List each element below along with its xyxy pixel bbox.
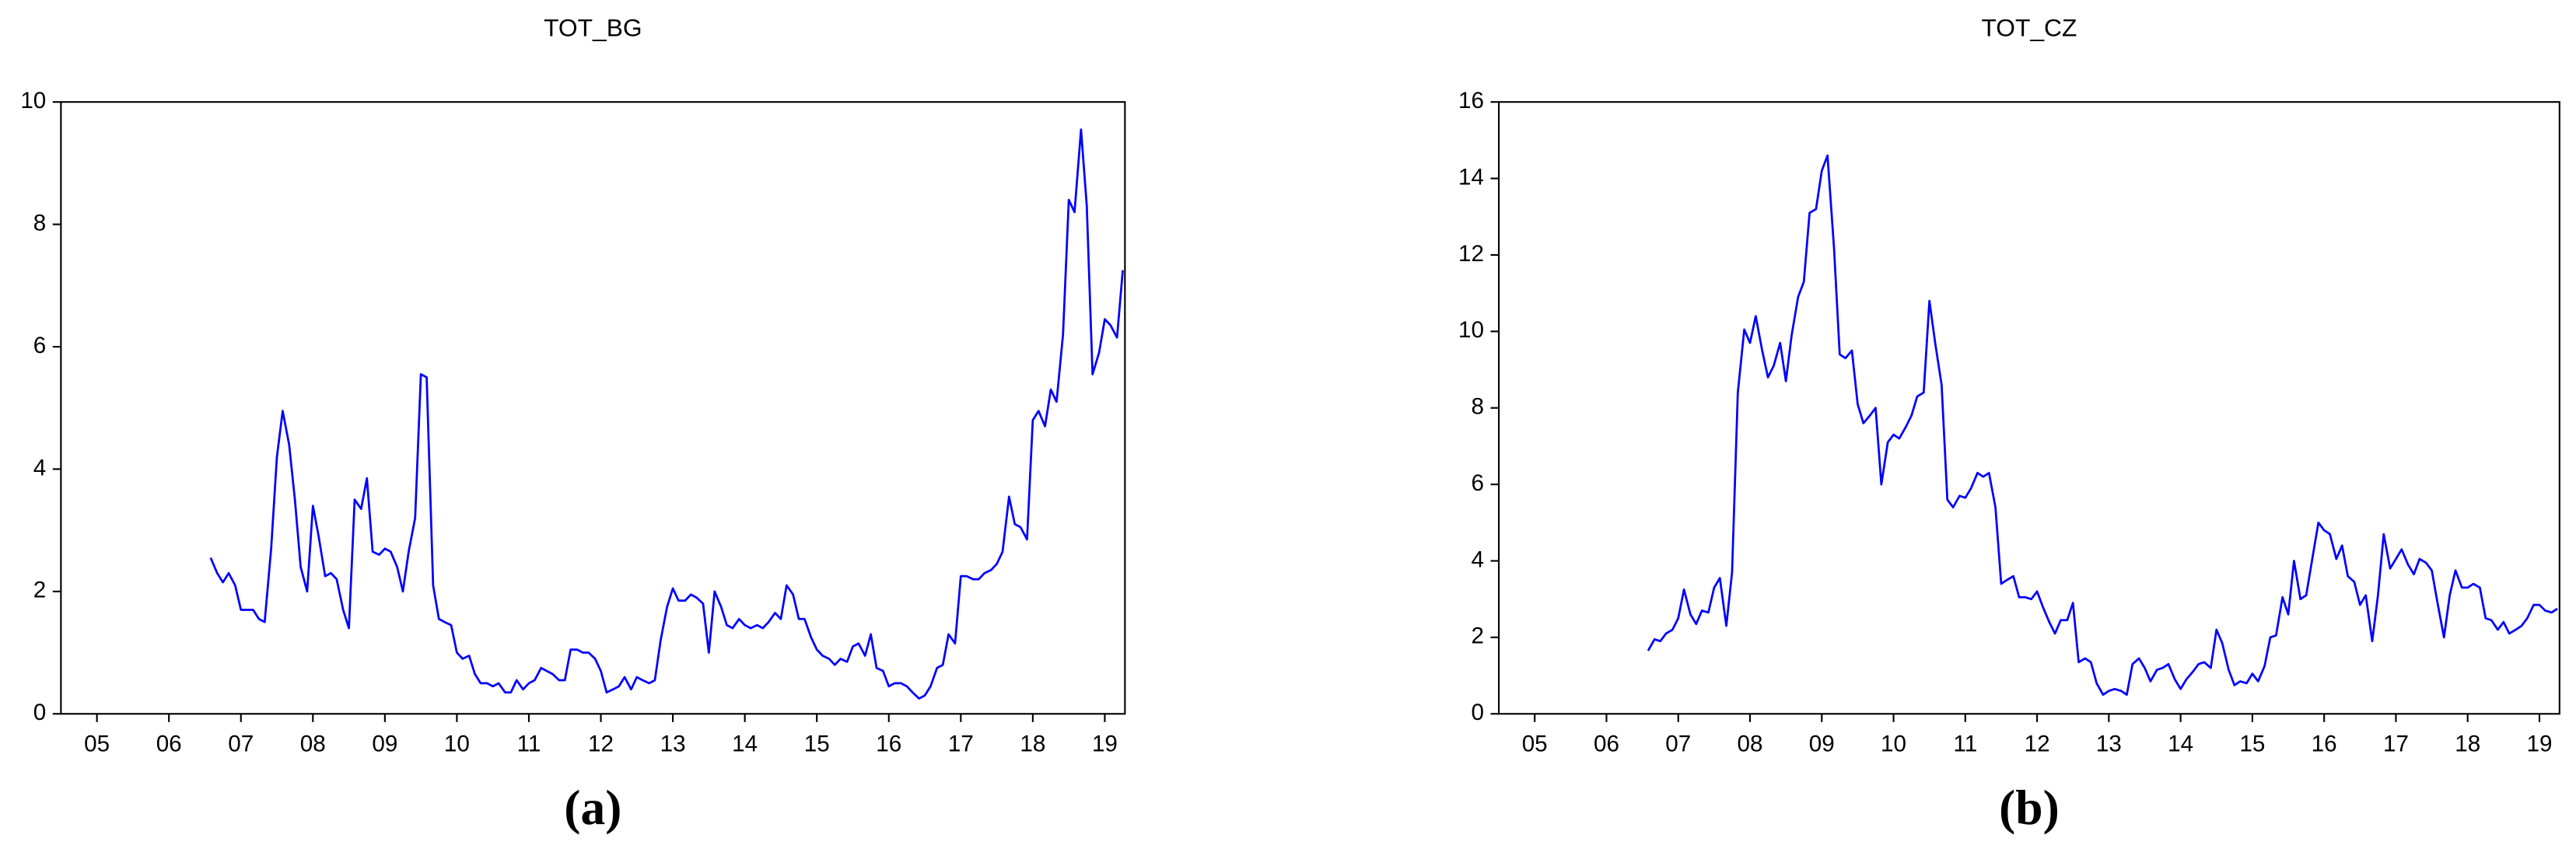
y-tick-label: 4	[1472, 546, 1484, 572]
y-tick-label: 6	[1472, 470, 1484, 496]
x-tick-label: 16	[876, 731, 901, 756]
x-tick-label: 19	[2527, 731, 2553, 756]
x-tick-label: 15	[804, 731, 830, 756]
x-tick-label: 13	[660, 731, 686, 756]
x-tick-label: 13	[2096, 731, 2122, 756]
x-tick-label: 07	[1665, 731, 1691, 756]
chart-title: TOT_BG	[544, 13, 642, 41]
data-line	[1647, 154, 2558, 697]
x-tick-label: 10	[444, 731, 470, 756]
x-tick-label: 16	[2312, 731, 2337, 756]
x-tick-label: 14	[2168, 731, 2193, 756]
caption: (a)	[564, 780, 621, 835]
x-tick-label: 12	[2025, 731, 2050, 756]
x-tick-label: 11	[1953, 731, 1977, 756]
x-tick-label: 17	[948, 731, 974, 756]
plot-frame	[60, 101, 1126, 715]
x-tick-label: 07	[228, 731, 254, 756]
y-tick-label: 14	[1458, 164, 1484, 190]
y-tick-label: 4	[33, 455, 46, 480]
x-tick-label: 12	[588, 731, 614, 756]
x-tick-label: 18	[1020, 731, 1045, 756]
caption: (b)	[1999, 780, 2060, 835]
chart-title: TOT_CZ	[1981, 13, 2077, 41]
x-tick-label: 08	[300, 731, 326, 756]
plot-frame	[1498, 101, 2560, 715]
y-tick-label: 2	[1472, 623, 1484, 649]
data-line	[209, 128, 1124, 700]
x-tick-label: 08	[1738, 731, 1763, 756]
y-tick-label: 12	[1458, 241, 1484, 267]
x-tick-label: 06	[156, 731, 182, 756]
x-tick-label: 11	[517, 731, 541, 756]
x-tick-label: 17	[2383, 731, 2409, 756]
y-tick-label: 6	[33, 333, 46, 358]
y-tick-label: 8	[33, 210, 46, 236]
y-tick-label: 2	[33, 578, 46, 603]
x-tick-label: 09	[1809, 731, 1835, 756]
y-tick-label: 16	[1458, 88, 1484, 113]
x-tick-label: 15	[2239, 731, 2265, 756]
y-tick-label: 8	[1472, 394, 1484, 420]
y-tick-label: 0	[33, 700, 46, 725]
x-tick-label: 05	[84, 731, 110, 756]
x-tick-label: 19	[1092, 731, 1118, 756]
x-tick-label: 09	[372, 731, 397, 756]
x-tick-label: 05	[1522, 731, 1548, 756]
x-tick-label: 18	[2455, 731, 2480, 756]
x-tick-label: 06	[1594, 731, 1619, 756]
y-tick-label: 10	[1458, 317, 1484, 343]
y-tick-label: 10	[20, 88, 46, 113]
x-tick-label: 10	[1881, 731, 1906, 756]
x-tick-label: 14	[732, 731, 758, 756]
y-tick-label: 0	[1472, 700, 1484, 725]
